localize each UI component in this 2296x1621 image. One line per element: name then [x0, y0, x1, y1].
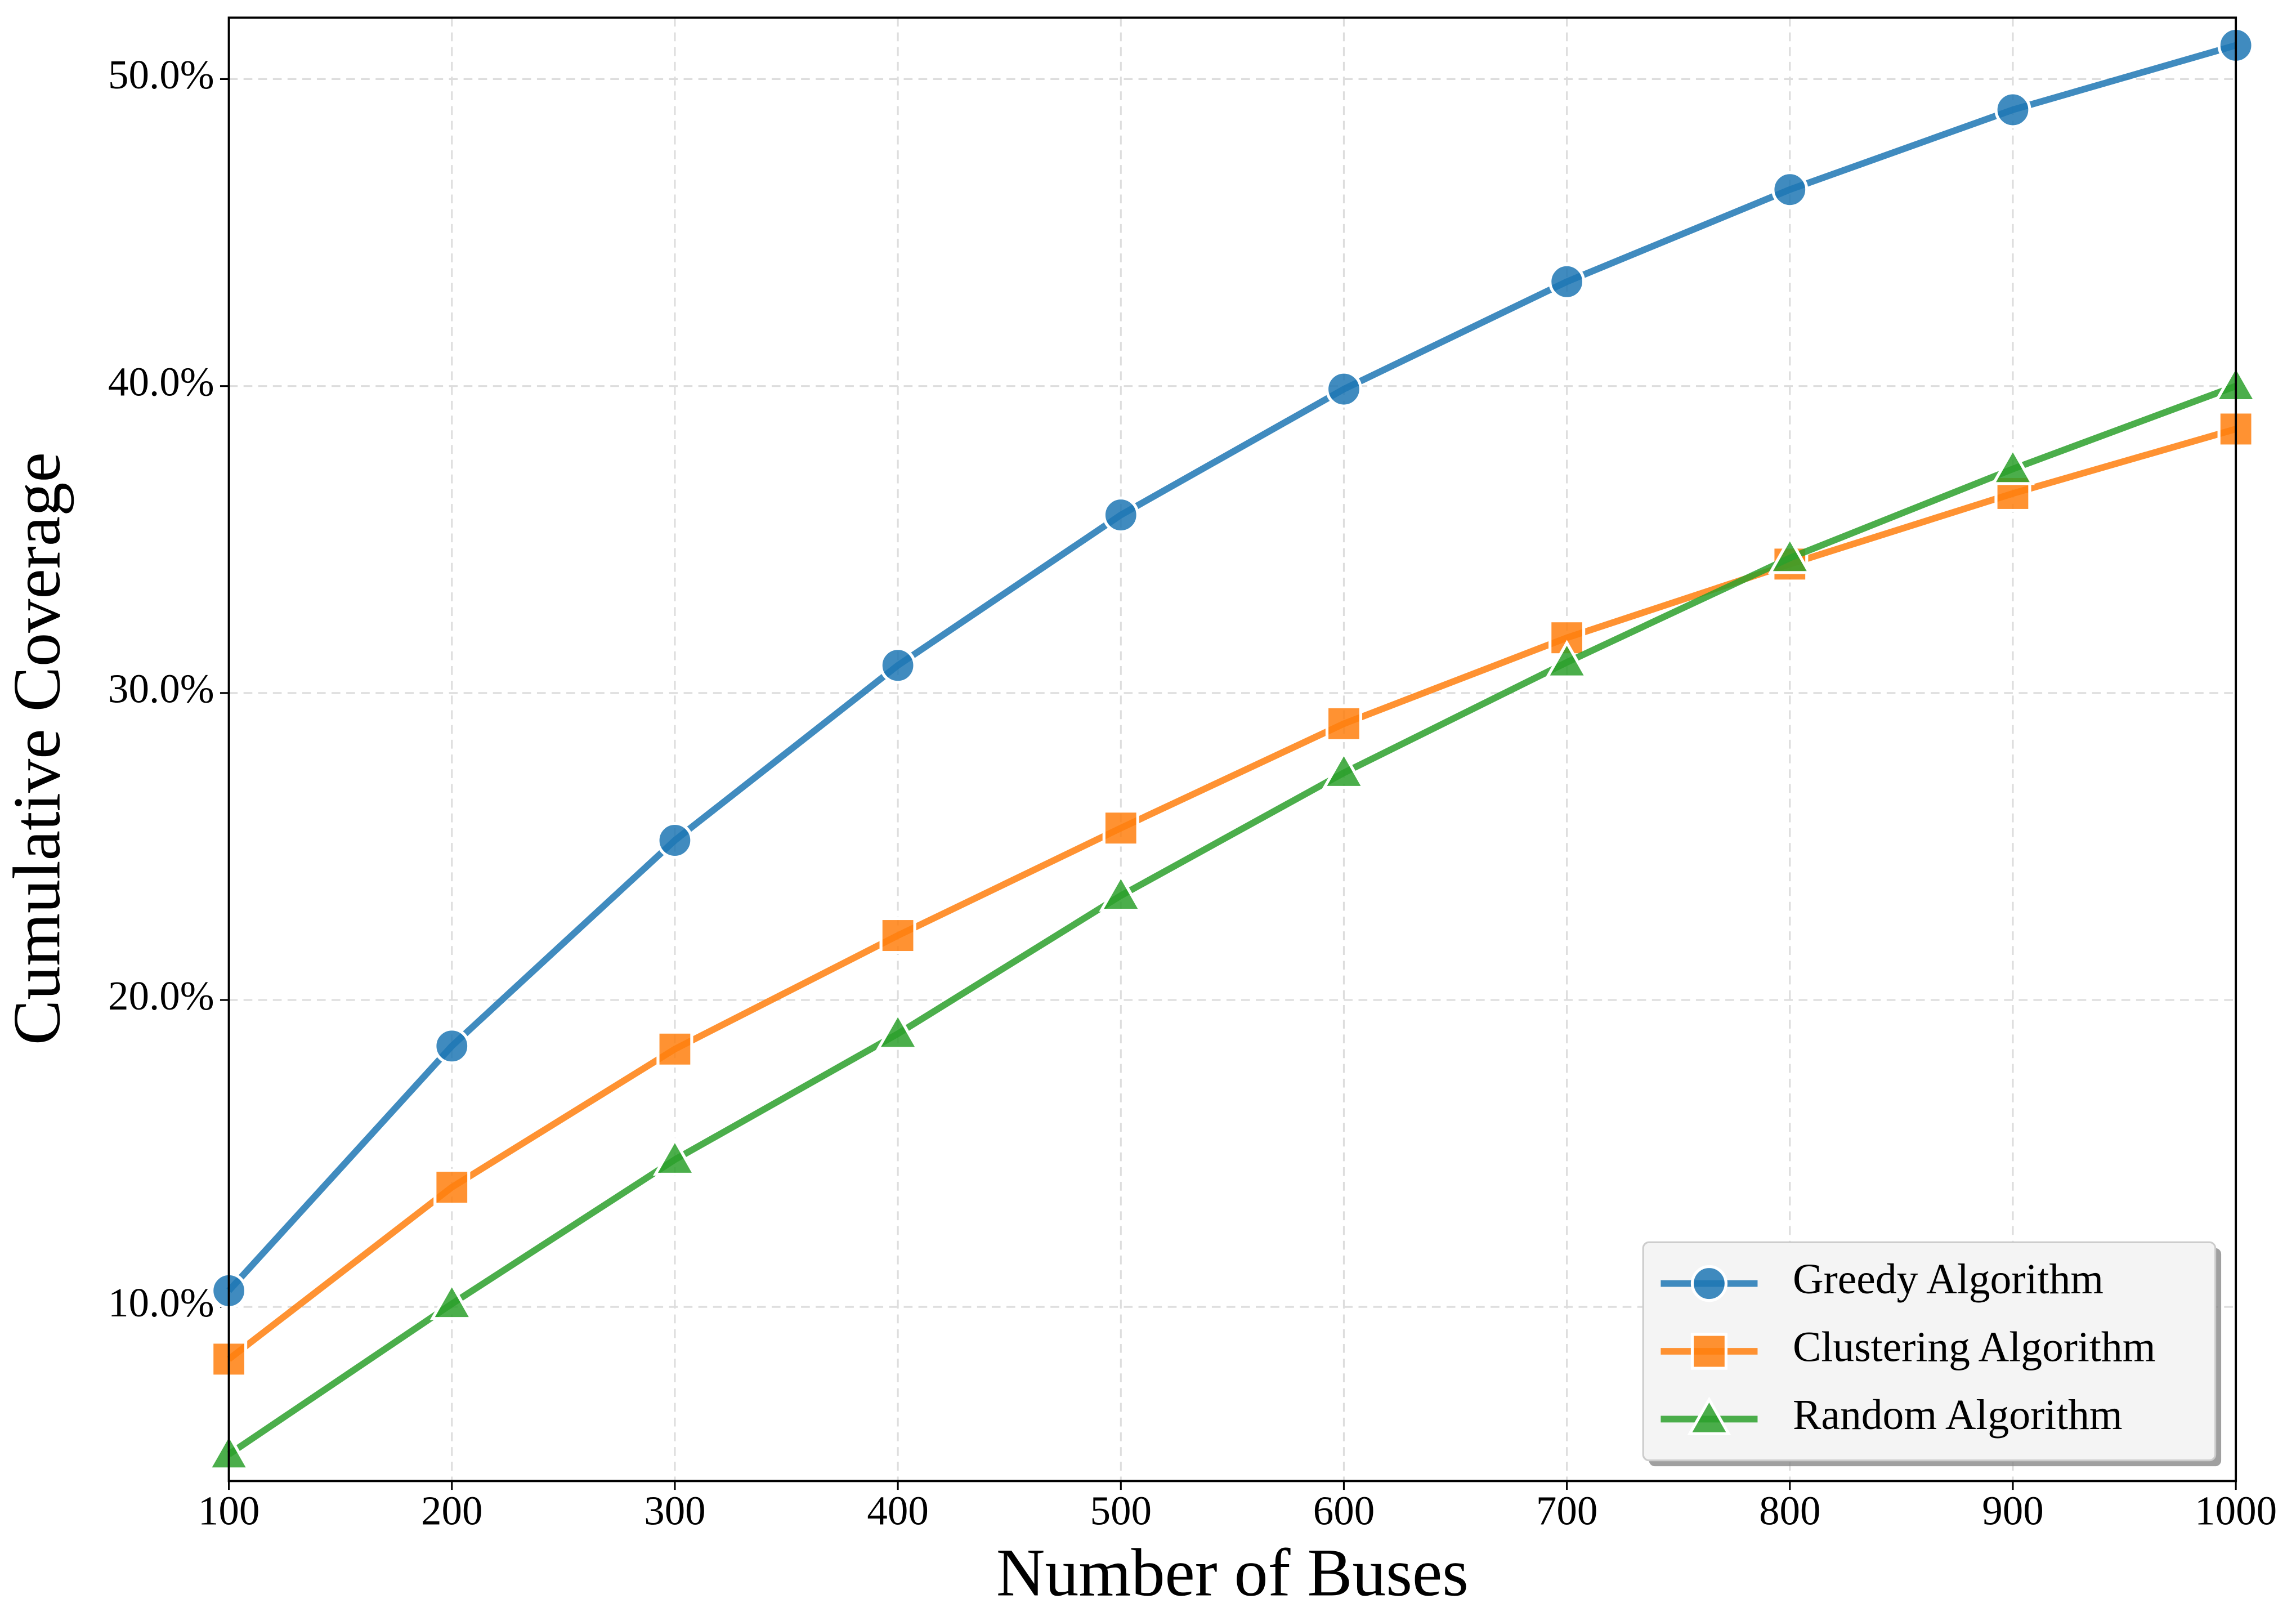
y-tick-label: 30.0%: [108, 666, 214, 712]
y-tick-label: 40.0%: [108, 359, 214, 404]
x-tick-label: 600: [1313, 1488, 1375, 1533]
point: [656, 821, 693, 859]
x-tick-label: 400: [867, 1488, 928, 1533]
x-tick-label: 900: [1982, 1488, 2043, 1533]
legend-marker: [1690, 1333, 1728, 1370]
legend-label: Random Algorithm: [1793, 1392, 2123, 1439]
point: [429, 1281, 474, 1320]
x-tick-label: 700: [1536, 1488, 1597, 1533]
x-tick-label: 300: [644, 1488, 705, 1533]
point: [1322, 750, 1366, 789]
legend-marker: [1687, 1396, 1731, 1436]
point: [879, 917, 916, 954]
legend-label: Clustering Algorithm: [1793, 1324, 2156, 1370]
point: [433, 1168, 471, 1206]
point: [1545, 640, 1589, 678]
point: [879, 647, 916, 684]
plot-frame: [227, 16, 2237, 1482]
y-tick-label: 50.0%: [108, 52, 214, 97]
x-tick-label: 800: [1759, 1488, 1820, 1533]
point: [433, 1028, 471, 1065]
y-tick-label: 20.0%: [108, 973, 214, 1019]
point: [1771, 171, 1809, 208]
series-line: [227, 383, 2237, 1457]
point: [1991, 446, 2035, 485]
point: [1325, 705, 1363, 743]
legend-marker: [1690, 1265, 1728, 1302]
point: [1767, 535, 1812, 574]
x-tick-label: 500: [1090, 1488, 1152, 1533]
x-tick-label: 100: [198, 1488, 259, 1533]
point: [1548, 263, 1586, 300]
series-line: [226, 42, 2237, 1293]
point: [1102, 496, 1139, 534]
legend-label: Greedy Algorithm: [1793, 1256, 2103, 1303]
legend: Greedy Algorithm Clustering Algorithm Rand…: [1642, 1241, 2222, 1467]
y-axis-label: Cumulative Coverage: [0, 452, 74, 1045]
point: [1099, 873, 1143, 912]
series-line: [227, 426, 2237, 1362]
point: [1102, 810, 1139, 847]
point: [1994, 91, 2031, 128]
point: [1325, 370, 1363, 408]
point: [656, 1030, 693, 1068]
x-tick-label: 1000: [2195, 1488, 2277, 1533]
y-tick-label: 10.0%: [108, 1280, 214, 1325]
legend-box: [1642, 1241, 2217, 1462]
x-tick-label: 200: [421, 1488, 482, 1533]
point: [652, 1137, 697, 1176]
x-axis-label: Number of Buses: [996, 1535, 1469, 1610]
point: [876, 1011, 920, 1050]
